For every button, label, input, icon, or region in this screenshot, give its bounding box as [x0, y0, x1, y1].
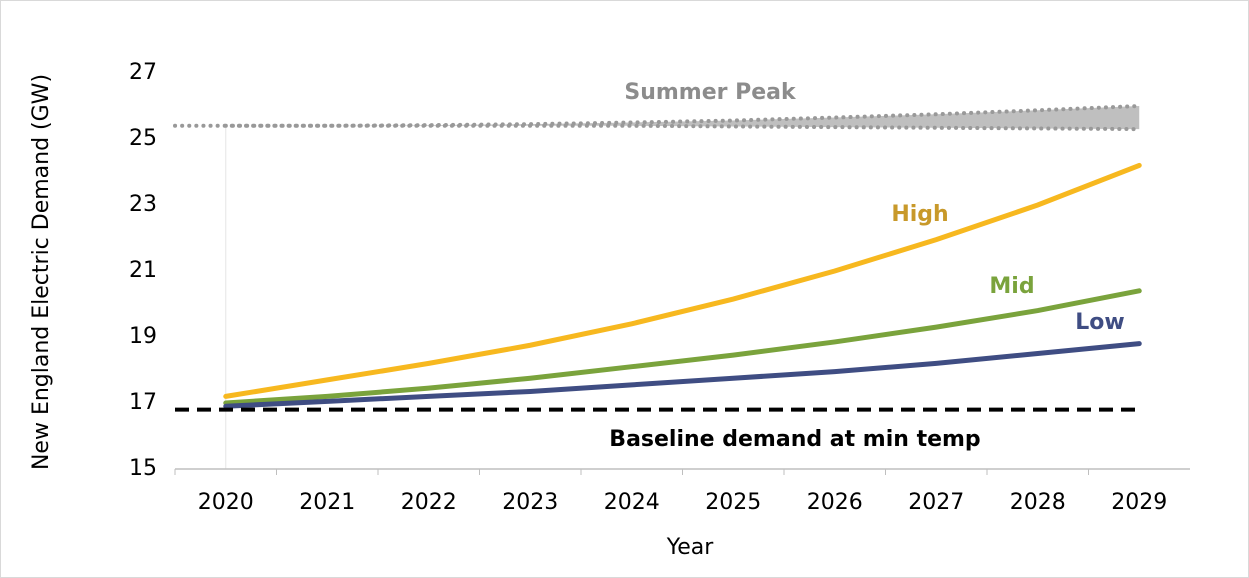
- x-axis-title: Year: [666, 535, 715, 560]
- series-line: [223, 162, 1142, 399]
- x-tick-label: 2023: [502, 490, 558, 515]
- y-tick-label: 23: [129, 192, 157, 217]
- x-tick-label: 2022: [401, 490, 457, 515]
- series-label: Summer Peak: [624, 80, 797, 105]
- series-line: [223, 288, 1142, 406]
- x-tick-label: 2028: [1010, 490, 1066, 515]
- x-tick-label: 2026: [807, 490, 863, 515]
- y-tick-label: 17: [129, 390, 157, 415]
- series-label: High: [891, 202, 948, 227]
- series-label: Mid: [989, 274, 1034, 299]
- x-tick-label: 2024: [604, 490, 660, 515]
- summer-peak-band: [225, 106, 1140, 130]
- y-tick-label: 25: [129, 126, 157, 151]
- summer-peak-upper: [223, 104, 1142, 128]
- x-tick-label: 2020: [198, 490, 254, 515]
- x-tick-label: 2021: [299, 490, 355, 515]
- y-tick-label: 19: [129, 324, 157, 349]
- y-axis-title: New England Electric Demand (GW): [29, 74, 54, 470]
- x-tick-label: 2025: [705, 490, 761, 515]
- series-label: Low: [1075, 310, 1124, 335]
- y-tick-label: 27: [129, 60, 157, 85]
- series-label: Baseline demand at min temp: [609, 427, 980, 452]
- series-line: [223, 341, 1142, 409]
- x-tick-label: 2027: [908, 490, 964, 515]
- y-tick-label: 15: [129, 456, 157, 481]
- x-tick-label: 2029: [1111, 490, 1167, 515]
- summer-peak-lower: [173, 123, 1142, 132]
- y-tick-label: 21: [129, 258, 157, 283]
